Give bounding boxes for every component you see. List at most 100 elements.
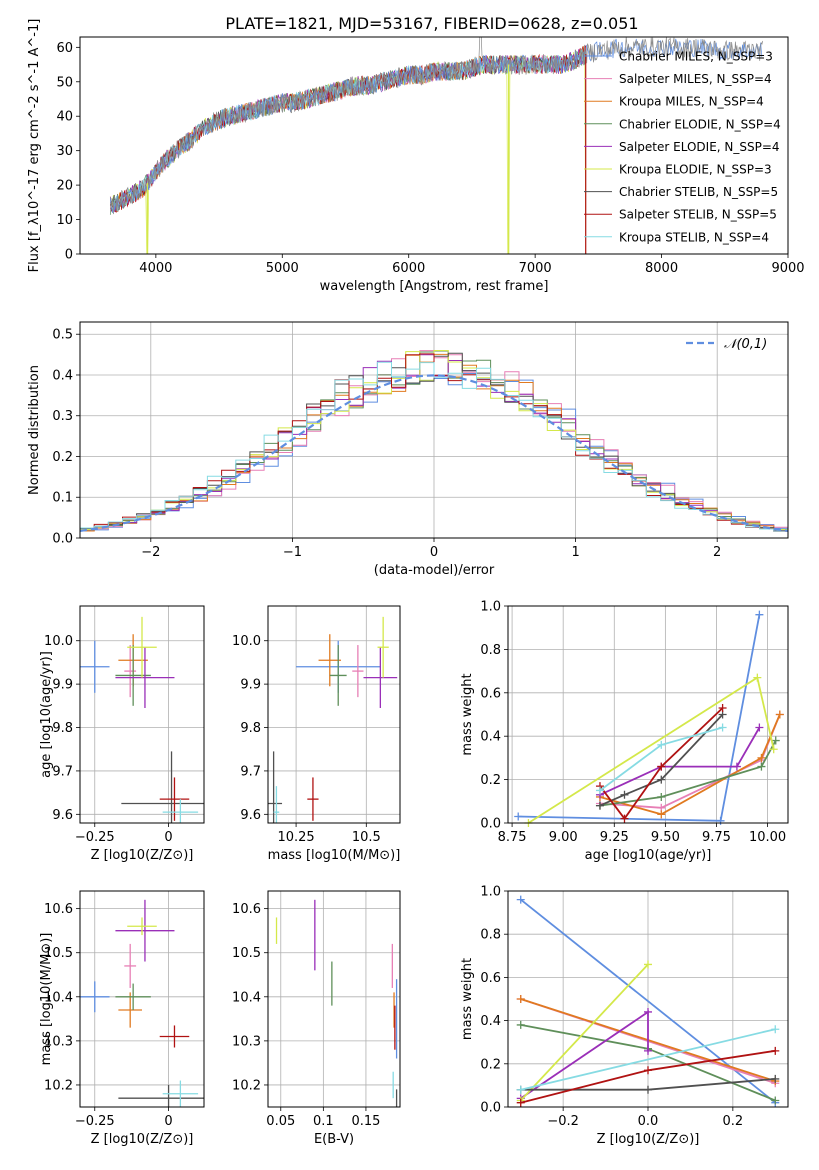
y-tick-label: 30 xyxy=(56,144,73,159)
figure-title: PLATE=1821, MJD=53167, FIBERID=0628, z=0… xyxy=(225,14,638,33)
x-tick-label: 5000 xyxy=(266,261,299,276)
legend-entry: Salpeter ELODIE, N_SSP=4 xyxy=(619,140,780,154)
y-tick-label: 0.4 xyxy=(480,1014,501,1029)
y-tick-label: 0.0 xyxy=(480,817,501,832)
axes-frame xyxy=(79,890,205,1108)
x-tick-label: −0.2 xyxy=(547,1114,579,1129)
y-axis-label: Flux [f_λ10^-17 erg cm^-2 s^-1 A^-1] xyxy=(27,19,42,273)
x-tick-label: −2 xyxy=(141,545,160,560)
y-axis-label: mass [log10(M/M⊙)] xyxy=(39,933,54,1066)
y-tick-label: 10.5 xyxy=(232,946,261,961)
spectrum-model-line xyxy=(109,51,587,215)
y-tick-label: 9.9 xyxy=(52,678,73,693)
mass-weight-marker xyxy=(644,960,652,969)
legend-entry: Chabrier ELODIE, N_SSP=4 xyxy=(619,117,781,131)
x-tick-label: 0.15 xyxy=(351,1114,380,1129)
axes-frame xyxy=(507,890,789,1108)
mass-weight-marker xyxy=(516,1098,525,1107)
mass-vs-metallicity-panel: −0.25 0 10.2 10.3 10.4 10.5 10.6 Z [log10(Z/Z⊙)… xyxy=(39,890,205,1147)
y-tick-label: 9.6 xyxy=(240,808,261,823)
spectrum-model-line xyxy=(109,50,587,212)
mass-weight-marker xyxy=(755,723,764,732)
x-tick-label: 6000 xyxy=(392,261,425,276)
y-axis-label: age [log10(age/yr)] xyxy=(39,651,54,778)
x-tick-label: 9.50 xyxy=(651,830,680,845)
axes-frame xyxy=(267,605,401,824)
axes-frame xyxy=(507,605,789,824)
mass-weight-marker xyxy=(657,740,666,749)
x-axis-label: Z [log10(Z/Z⊙)] xyxy=(91,848,194,863)
x-tick-label: −1 xyxy=(283,545,302,560)
y-tick-label: 9.6 xyxy=(52,808,73,823)
mass-weight-line xyxy=(520,963,649,1102)
y-tick-label: 60 xyxy=(56,41,73,56)
spectrum-model-line xyxy=(109,49,587,214)
x-axis-label: mass [log10(M/M⊙)] xyxy=(268,848,401,863)
y-axis-label: Normed distribution xyxy=(27,365,42,495)
x-tick-label: 0.0 xyxy=(638,1114,659,1129)
mass-weight-vs-age-panel: 8.75 9.00 9.25 9.50 9.75 10.00 0.0 0.2 0.4 0.6 0.8… xyxy=(460,600,789,863)
x-axis-label: (data-model)/error xyxy=(374,563,495,578)
y-tick-label: 0.6 xyxy=(480,686,501,701)
legend-entry: Kroupa ELODIE, N_SSP=3 xyxy=(619,163,772,177)
y-tick-label: 0.3 xyxy=(52,409,73,424)
y-tick-label: 10.3 xyxy=(232,1034,261,1049)
mass-weight-marker xyxy=(644,1066,652,1075)
histogram-step-line xyxy=(80,361,788,532)
y-tick-label: 10.5 xyxy=(44,946,73,961)
x-tick-label: 0.1 xyxy=(313,1114,334,1129)
axes-frame xyxy=(267,890,401,1108)
y-tick-label: 10.2 xyxy=(44,1078,73,1093)
x-axis-label: E(B-V) xyxy=(314,1132,354,1147)
y-tick-label: 9.8 xyxy=(240,721,261,736)
mass-weight-marker xyxy=(657,775,666,784)
mass-weight-marker xyxy=(771,1025,780,1034)
y-tick-label: 0.0 xyxy=(480,1101,501,1116)
x-tick-label: 7000 xyxy=(519,261,552,276)
axes-frame xyxy=(79,605,205,824)
x-tick-label: 0 xyxy=(430,545,438,560)
x-tick-label: 9000 xyxy=(771,261,804,276)
mass-weight-marker xyxy=(644,1007,652,1016)
x-tick-label: 9.00 xyxy=(549,830,578,845)
x-tick-label: 4000 xyxy=(139,261,172,276)
x-tick-label: 0.05 xyxy=(266,1114,295,1129)
x-tick-label: 0 xyxy=(164,1114,172,1129)
legend-entry: 𝒩(0,1) xyxy=(724,337,767,352)
y-tick-label: 20 xyxy=(56,179,73,194)
y-tick-label: 9.7 xyxy=(52,764,73,779)
y-tick-label: 0.5 xyxy=(52,328,73,343)
mass-weight-marker xyxy=(755,610,764,619)
axes-frame xyxy=(79,321,789,539)
mass-weight-marker xyxy=(775,710,784,719)
y-tick-label: 10.4 xyxy=(232,990,261,1005)
y-tick-label: 0.2 xyxy=(480,1057,501,1072)
mass-weight-line xyxy=(599,740,777,807)
y-tick-label: 10.0 xyxy=(44,634,73,649)
y-tick-label: 0.8 xyxy=(480,928,501,943)
y-tick-label: 1.0 xyxy=(480,885,501,900)
mass-weight-marker xyxy=(595,786,604,795)
y-tick-label: 10 xyxy=(56,213,73,228)
y-tick-label: 0.8 xyxy=(480,643,501,658)
mass-weight-marker xyxy=(516,1020,525,1029)
y-tick-label: 0.2 xyxy=(52,450,73,465)
y-tick-label: 9.9 xyxy=(240,678,261,693)
spectrum-panel: 4000 5000 6000 7000 8000 9000 0 10 20 30 40 50 60 wav… xyxy=(27,19,805,294)
mass-weight-line xyxy=(599,727,761,796)
legend-entry: Kroupa MILES, N_SSP=4 xyxy=(619,95,764,109)
x-tick-label: 9.25 xyxy=(600,830,629,845)
x-tick-label: 8000 xyxy=(645,261,678,276)
normal-reference-curve xyxy=(80,374,788,532)
x-tick-label: −0.25 xyxy=(75,1114,115,1129)
mass-weight-marker xyxy=(716,816,725,825)
mass-weight-marker xyxy=(718,703,727,712)
mass-weight-marker xyxy=(657,792,666,801)
age-vs-mass-panel: 10.25 10.5 9.6 9.7 9.8 9.9 10.0 mass [log10(M/M… xyxy=(232,605,401,863)
mass-weight-marker xyxy=(516,995,525,1003)
y-tick-label: 0.0 xyxy=(52,532,73,547)
x-tick-label: 9.75 xyxy=(702,830,731,845)
mass-weight-vs-metallicity-panel: −0.2 0.0 0.2 0.0 0.2 0.4 0.6 0.8 1.0 Z [log10(Z/Z… xyxy=(460,885,789,1147)
y-tick-label: 0 xyxy=(65,248,73,263)
